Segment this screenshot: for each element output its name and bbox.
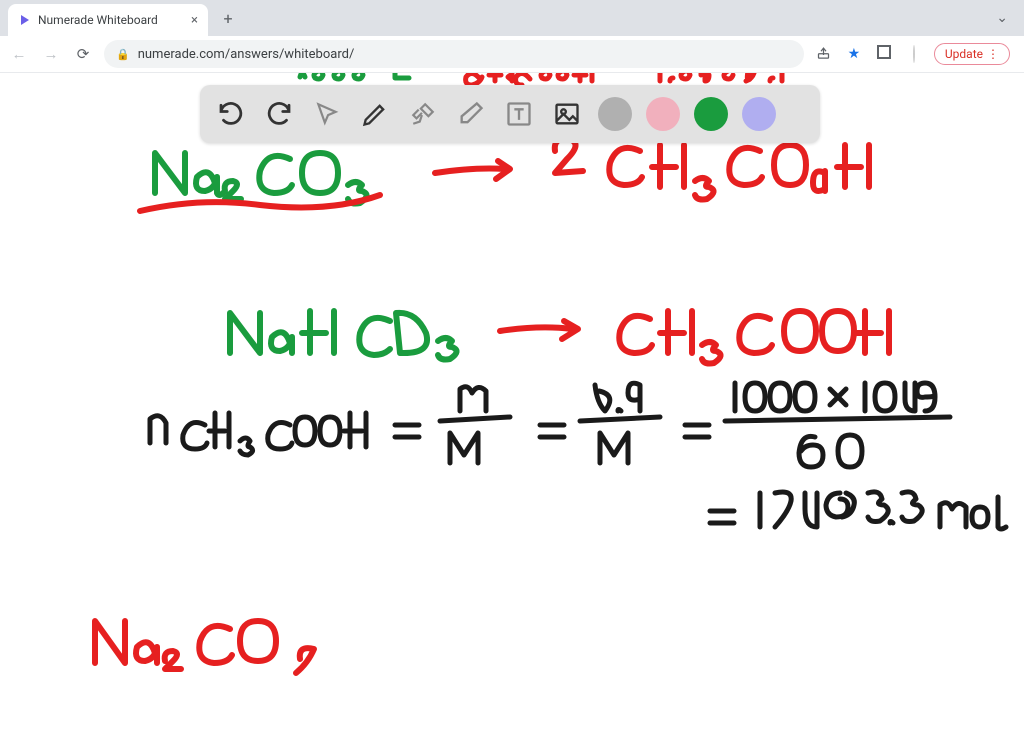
- pointer-tool[interactable]: [310, 97, 344, 131]
- color-grey[interactable]: [598, 97, 632, 131]
- update-menu-icon: ⋮: [987, 47, 999, 61]
- whiteboard-canvas[interactable]: [0, 73, 1024, 733]
- reload-icon[interactable]: ⟳: [72, 45, 94, 63]
- numerade-favicon: [18, 13, 32, 27]
- color-purple[interactable]: [742, 97, 776, 131]
- address-bar: ← → ⟳ 🔒 numerade.com/answers/whiteboard/…: [0, 36, 1024, 72]
- update-button[interactable]: Update ⋮: [934, 43, 1010, 65]
- eraser-tool[interactable]: [454, 97, 488, 131]
- extensions-icon[interactable]: [874, 45, 894, 63]
- tab-title: Numerade Whiteboard: [38, 13, 185, 27]
- bookmark-star-icon[interactable]: ★: [844, 46, 864, 62]
- tabs-chevron-icon[interactable]: ⌄: [988, 10, 1016, 26]
- browser-right-icons: ★ Update ⋮: [814, 43, 1016, 65]
- back-icon[interactable]: ←: [8, 45, 30, 63]
- color-green[interactable]: [694, 97, 728, 131]
- share-icon[interactable]: [814, 45, 834, 64]
- tab-close-icon[interactable]: ×: [191, 13, 198, 28]
- tab-strip: Numerade Whiteboard × + ⌄: [0, 0, 1024, 36]
- url-input[interactable]: 🔒 numerade.com/answers/whiteboard/: [104, 40, 804, 68]
- tools-icon[interactable]: [406, 97, 440, 131]
- browser-chrome: Numerade Whiteboard × + ⌄ ← → ⟳ 🔒 numera…: [0, 0, 1024, 73]
- pen-tool[interactable]: [358, 97, 392, 131]
- profile-avatar-icon[interactable]: [904, 46, 924, 62]
- new-tab-button[interactable]: +: [216, 9, 240, 28]
- update-label: Update: [945, 47, 983, 61]
- redo-button[interactable]: [262, 97, 296, 131]
- whiteboard-toolbar: [200, 85, 820, 143]
- color-pink[interactable]: [646, 97, 680, 131]
- text-tool[interactable]: [502, 97, 536, 131]
- tab-numerade[interactable]: Numerade Whiteboard ×: [8, 4, 208, 36]
- image-tool[interactable]: [550, 97, 584, 131]
- lock-icon: 🔒: [116, 48, 130, 61]
- url-text: numerade.com/answers/whiteboard/: [138, 47, 355, 62]
- forward-icon[interactable]: →: [40, 45, 62, 63]
- undo-button[interactable]: [214, 97, 248, 131]
- whiteboard-content: [0, 73, 1024, 733]
